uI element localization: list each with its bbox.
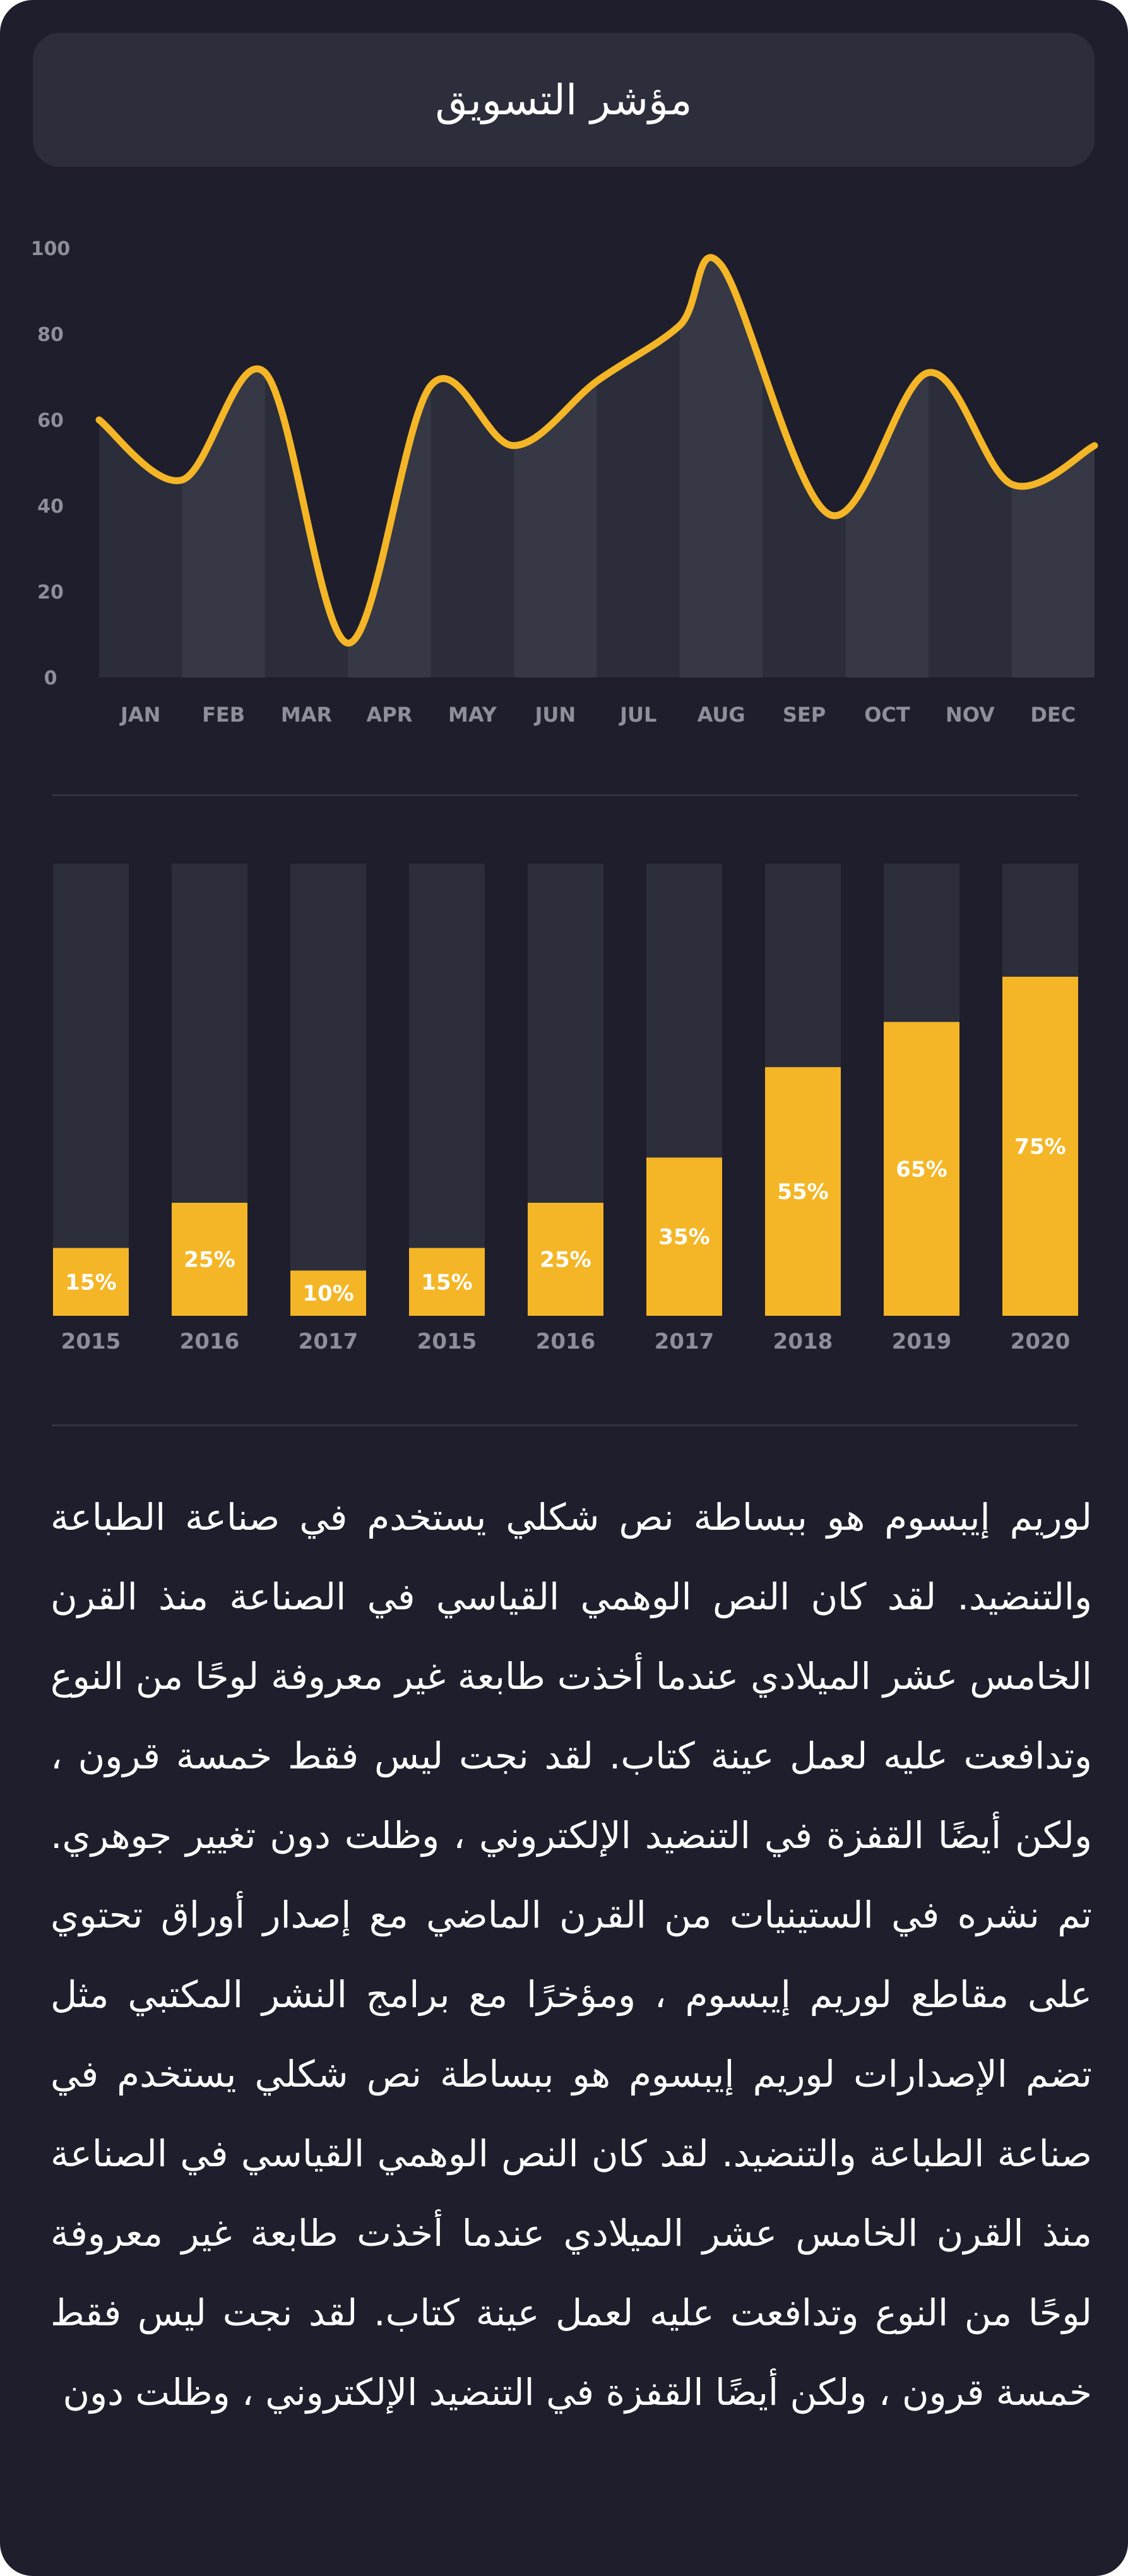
bar-value-label: 65% [896,1157,947,1182]
area-band [763,257,846,677]
bar [646,1157,722,1316]
area-band [597,257,680,677]
divider-top [52,794,1078,796]
x-tick-label: AUG [698,703,745,727]
bar-value-label: 15% [65,1270,116,1295]
area-band [348,257,432,677]
y-tick-label: 20 [37,581,64,604]
x-tick-label: JAN [119,703,160,727]
bar-value-label: 10% [302,1281,353,1306]
bar [409,1248,485,1316]
x-tick-label: MAY [448,703,497,727]
divider-bottom [52,1424,1078,1426]
bar-value-label: 55% [777,1179,828,1205]
area-band [929,257,1012,677]
x-tick-label: DEC [1030,703,1076,727]
bar [884,1022,959,1316]
bar [528,1203,603,1316]
x-tick-label: JUL [619,703,656,727]
bar [53,1248,129,1316]
bar [172,1203,247,1316]
title-banner: مؤشر التسويق [33,33,1095,167]
x-tick-label: NOV [946,703,995,727]
bar [1002,977,1078,1316]
x-tick-label: 2018 [773,1329,833,1354]
area-band [182,257,266,677]
x-tick-label: 2016 [180,1329,240,1354]
bar-value-label: 25% [540,1248,591,1273]
y-tick-label: 100 [31,238,71,260]
y-tick-label: 80 [37,324,64,346]
y-tick-label: 60 [37,410,64,432]
area-band [514,257,597,677]
area-band [430,257,514,677]
x-tick-label: JUN [533,703,576,727]
bar [290,1270,366,1316]
x-tick-label: APR [367,703,413,727]
page-title: مؤشر التسويق [435,75,692,124]
x-tick-label: SEP [783,703,826,727]
bar [765,1067,841,1316]
bar-value-label: 25% [184,1248,235,1273]
x-tick-label: FEB [202,703,245,727]
bar-value-label: 35% [658,1225,709,1250]
yearly-bar-chart: 15% 2015 25% 2016 10% 2017 15% 2015 25% 2016 35% 20… [53,864,1078,1354]
x-tick-label: 2017 [655,1329,715,1354]
x-tick-label: MAR [281,703,332,727]
bar-track [53,864,129,1316]
body-paragraph: لوريم إيبسوم هو ببساطة نص شكلي يستخدم في… [50,1496,1092,2414]
bar-track [290,864,366,1316]
area-bands [99,257,1095,677]
x-tick-label: 2020 [1011,1329,1071,1354]
y-tick-label: 0 [44,667,57,689]
x-tick-label: 2016 [536,1329,596,1354]
bar-value-label: 75% [1014,1135,1066,1160]
bar-track [409,864,485,1316]
series-line [95,254,1098,647]
area-band [264,257,348,677]
monthly-line-chart: 0 20 40 60 80 100 JAN FEB MAR APR MAY JUN JUL AUG SEP O… [31,238,1098,727]
bar-value-label: 15% [421,1270,472,1295]
x-tick-label: 2015 [61,1329,121,1354]
x-tick-label: 2015 [417,1329,477,1354]
y-tick-label: 40 [37,496,64,518]
x-tick-label: 2017 [299,1329,359,1354]
x-tick-label: 2019 [892,1329,952,1354]
area-band [845,257,929,677]
x-tick-label: OCT [864,703,910,727]
area-band [99,257,182,677]
